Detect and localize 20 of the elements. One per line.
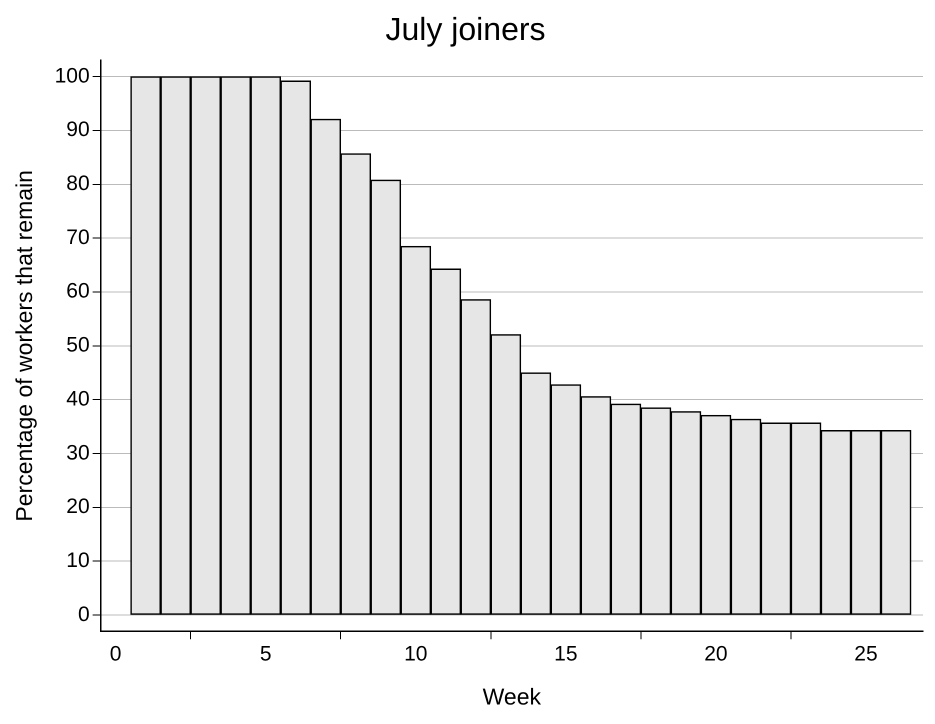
x-tick-label: 25 (854, 642, 878, 666)
x-tick-label: 10 (404, 642, 428, 666)
y-tick-label: 60 (66, 280, 90, 303)
y-axis-title: Percentage of workers that remain (11, 170, 38, 522)
y-tick-label: 70 (66, 226, 90, 249)
y-tick-label: 90 (66, 118, 90, 142)
y-tick-label: 10 (66, 548, 90, 572)
x-tick-label: 5 (260, 642, 272, 666)
y-tick-label: 80 (66, 172, 90, 196)
y-tick-label: 30 (66, 441, 90, 464)
y-tick-label: 0 (78, 602, 90, 626)
y-tick-label: 20 (66, 495, 90, 518)
y-tick-label: 40 (66, 387, 90, 410)
x-axis-title: Week (482, 684, 542, 710)
x-tick-label: 20 (704, 642, 728, 666)
x-tick-label: 0 (110, 642, 122, 666)
x-tick-label: 15 (554, 642, 578, 666)
y-tick-label: 50 (66, 334, 90, 357)
y-tick-label: 100 (54, 64, 90, 88)
chart-title: July joiners (385, 11, 546, 48)
